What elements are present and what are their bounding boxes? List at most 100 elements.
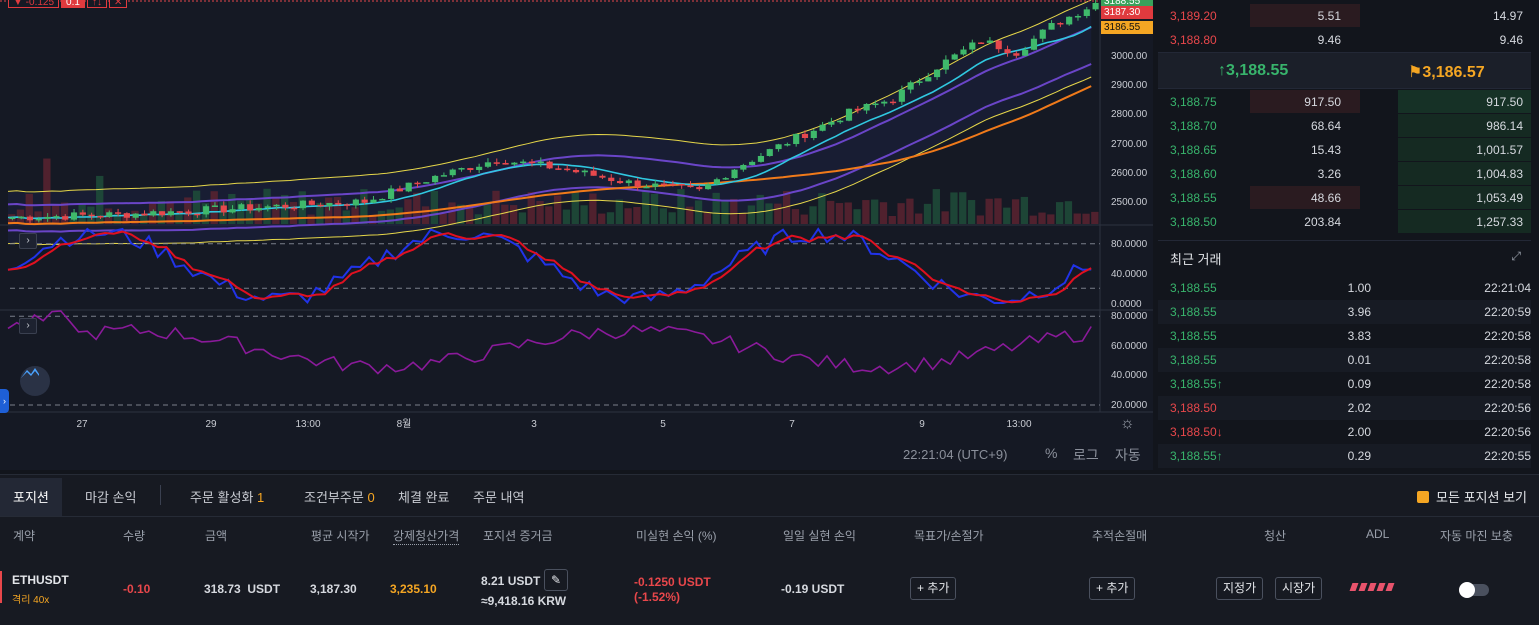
trade-direction-icon: ↑ — [1216, 377, 1223, 391]
position-badges: ▼ -0.125 0.1 ↑↓ ✕ — [8, 0, 128, 8]
reverse-badge[interactable]: ↑↓ — [86, 0, 107, 8]
ask-total: 9.46 — [1499, 33, 1523, 47]
price-axis-label: 2800.00 — [1111, 109, 1148, 120]
trade-price: 3,188.55 — [1170, 305, 1217, 319]
position-unrealized-pnl-pct: (-1.52%) — [634, 590, 681, 604]
col-unrealized-pnl: 미실현 손익 (%) — [636, 529, 717, 543]
close-limit-button[interactable]: 지정가 — [1216, 577, 1264, 600]
trade-row: 3,188.55 3.83 22:20:58 — [1158, 324, 1531, 348]
price-axis-label: 2600.00 — [1111, 168, 1148, 179]
close-badge[interactable]: ✕ — [108, 0, 128, 8]
recent-trades-header: 최근 거래 ⤢ — [1158, 240, 1531, 274]
trade-direction-icon: ↑ — [1216, 449, 1223, 463]
bid-price: 3,188.50 — [1170, 215, 1217, 229]
price-chart[interactable]: 3000.00 2900.00 2800.00 2700.00 2600.00 2500.… — [0, 0, 1153, 470]
chart-canvas[interactable]: 3000.00 2900.00 2800.00 2700.00 2600.00 2500.… — [0, 0, 1153, 470]
osc2-axis-label: 20.0000 — [1111, 400, 1148, 411]
mark-price: ⚑3,186.57 — [1408, 64, 1485, 81]
trade-qty: 2.02 — [1347, 401, 1371, 415]
bid-total: 917.50 — [1486, 95, 1523, 109]
col-realized-pnl: 일일 실현 손익 — [783, 529, 856, 543]
trade-price: 3,188.50 — [1170, 401, 1217, 415]
osc2-axis-label: 60.0000 — [1111, 341, 1148, 352]
add-tp-sl-button[interactable]: + 추가 — [910, 577, 957, 600]
chart-footer: 22:21:04 (UTC+9) % 로그 자동 — [0, 440, 1153, 470]
bid-total: 1,004.83 — [1476, 167, 1523, 181]
position-symbol[interactable]: ETHUSDT — [12, 573, 69, 587]
date-axis-label: 13:00 — [1006, 419, 1031, 430]
tab-conditional-orders[interactable]: 조건부주문 0 — [304, 490, 375, 505]
tab-positions[interactable]: 포지션 — [13, 490, 49, 505]
col-tp-sl: 목표가/손절가 — [914, 529, 984, 543]
trade-time: 22:20:58 — [1484, 377, 1531, 391]
bid-row[interactable]: 3,188.55 48.66 1,053.49 — [1158, 186, 1531, 210]
position-entry-price: 3,187.30 — [310, 582, 357, 596]
osc2-axis-label: 40.0000 — [1111, 370, 1148, 381]
bid-total: 1,053.49 — [1476, 191, 1523, 205]
ask-row[interactable]: 3,189.20 5.51 14.97 — [1158, 4, 1531, 28]
show-all-positions-checkbox[interactable]: 모든 포지션 보기 — [1417, 487, 1527, 506]
collapse-osc2-button[interactable]: › — [19, 318, 37, 334]
trade-qty: 0.09 — [1347, 377, 1371, 391]
tab-order-history[interactable]: 주문 내역 — [473, 490, 525, 505]
bid-qty: 203.84 — [1304, 215, 1341, 229]
bid-total: 1,001.57 — [1476, 143, 1523, 157]
bid-price: 3,188.75 — [1170, 95, 1217, 109]
ask-total: 14.97 — [1492, 9, 1523, 23]
trade-price: 3,188.55↑ — [1170, 449, 1223, 463]
col-liq-price: 강제청산가격 — [393, 529, 460, 545]
trade-row: 3,188.50↓ 2.00 22:20:56 — [1158, 420, 1531, 444]
close-market-button[interactable]: 시장가 — [1275, 577, 1323, 600]
positions-tabs: 포지션 마감 손익 주문 활성화 1 조건부주문 0 체결 완료 주문 내역 모… — [0, 475, 1539, 517]
price-axis-label: 3000.00 — [1111, 51, 1148, 62]
chart-settings-gear-icon[interactable]: ☼ — [1120, 415, 1135, 432]
expand-sidebar-handle[interactable]: › — [0, 389, 9, 413]
auto-margin-toggle[interactable] — [1459, 582, 1489, 598]
price-axis-label: 2500.00 — [1111, 197, 1148, 208]
position-leverage[interactable]: 격리 40x — [12, 595, 50, 606]
expand-icon[interactable]: ⤢ — [1511, 249, 1521, 263]
log-scale-toggle[interactable]: 로그 — [1073, 447, 1099, 463]
ask-price: 3,188.80 — [1170, 33, 1217, 47]
price-axis-label: 2900.00 — [1111, 80, 1148, 91]
collapse-osc1-button[interactable]: › — [19, 233, 37, 249]
tab-active-orders[interactable]: 주문 활성화 1 — [190, 490, 265, 505]
ask-row[interactable]: 3,188.80 9.46 9.46 — [1158, 28, 1531, 52]
percent-scale-toggle[interactable]: % — [1045, 445, 1058, 461]
trade-qty: 2.00 — [1347, 425, 1371, 439]
position-unrealized-pnl: -0.1250 USDT — [634, 575, 711, 589]
tab-closed-pnl[interactable]: 마감 손익 — [85, 490, 137, 505]
trade-time: 22:20:56 — [1484, 401, 1531, 415]
ask-qty: 9.46 — [1317, 33, 1341, 47]
auto-scale-toggle[interactable]: 자동 — [1115, 447, 1141, 463]
date-axis-label: 27 — [76, 419, 88, 430]
col-close: 청산 — [1264, 529, 1287, 543]
bid-row[interactable]: 3,188.65 15.43 1,001.57 — [1158, 138, 1531, 162]
col-auto-margin: 자동 마진 보충 — [1440, 529, 1513, 543]
date-axis-label: 13:00 — [295, 419, 320, 430]
bid-qty: 917.50 — [1304, 95, 1341, 109]
edit-margin-button[interactable]: ✎ — [544, 569, 568, 591]
trade-price: 3,188.50↓ — [1170, 425, 1223, 439]
trade-price: 3,188.55 — [1170, 329, 1217, 343]
bid-row[interactable]: 3,188.60 3.26 1,004.83 — [1158, 162, 1531, 186]
bid-row[interactable]: 3,188.50 203.84 1,257.33 — [1158, 210, 1531, 234]
bid-row[interactable]: 3,188.70 68.64 986.14 — [1158, 114, 1531, 138]
ask-qty: 5.51 — [1317, 9, 1341, 23]
date-axis-label: 7 — [789, 419, 795, 430]
recent-trades-title: 최근 거래 — [1170, 252, 1222, 267]
pnl-badge: ▼ -0.125 — [8, 0, 60, 8]
tab-filled[interactable]: 체결 완료 — [398, 490, 450, 505]
osc2-axis-label: 80.0000 — [1111, 311, 1148, 322]
bid-row[interactable]: 3,188.75 917.50 917.50 — [1158, 90, 1531, 114]
arrow-up-icon: ↑ — [1218, 62, 1226, 79]
col-qty: 수량 — [123, 529, 146, 543]
trade-time: 22:20:55 — [1484, 449, 1531, 463]
last-price: ↑3,188.55 — [1218, 62, 1289, 79]
bid-price: 3,188.60 — [1170, 167, 1217, 181]
bid-qty: 68.64 — [1310, 119, 1341, 133]
trade-row: 3,188.55 0.01 22:20:58 — [1158, 348, 1531, 372]
add-trailing-stop-button[interactable]: + 추가 — [1089, 577, 1136, 600]
trade-row: 3,188.55↑ 0.09 22:20:58 — [1158, 372, 1531, 396]
col-contract: 계약 — [13, 529, 36, 543]
